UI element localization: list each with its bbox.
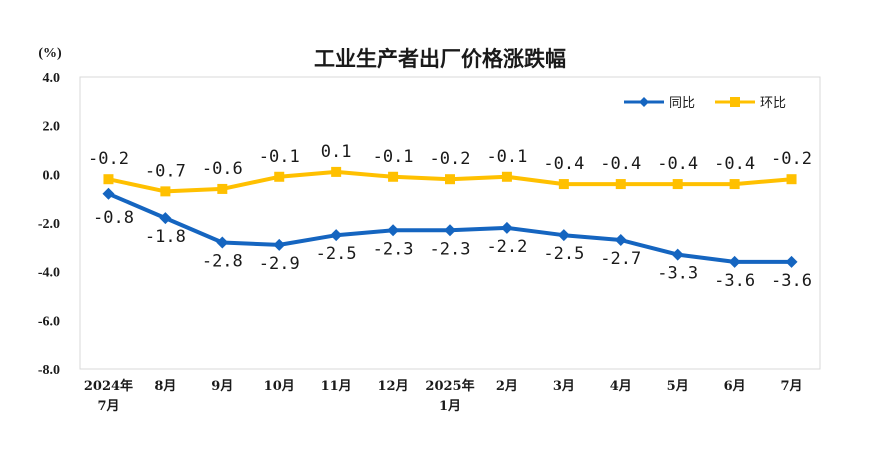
data-point-yoy [785,255,798,268]
data-label-yoy: -2.8 [202,251,243,271]
x-tick-label: 7月 [781,379,803,394]
data-point-yoy [216,236,229,249]
data-label-mom: -0.1 [259,147,300,167]
y-tick-label: 4.0 [43,71,61,86]
data-label-yoy: -2.3 [430,239,471,259]
x-tick-label: 8月 [154,379,176,394]
data-point-yoy [330,229,343,242]
data-point-yoy [671,248,684,261]
legend-label-yoy: 同比 [669,96,695,111]
x-tick-label: 2024年 [84,378,133,394]
y-tick-label: 0.0 [43,168,61,183]
x-tick-label: 2025年 [425,378,474,394]
data-label-mom: -0.6 [202,159,243,179]
data-label-yoy: -2.5 [543,244,584,264]
data-label-yoy: -1.8 [145,227,186,247]
data-label-mom: -0.7 [145,161,186,181]
data-point-yoy [387,224,400,237]
x-tick-label: 5月 [667,379,689,394]
plot-area-border [79,76,821,370]
data-label-mom: -0.4 [543,154,584,174]
data-point-mom [558,179,569,190]
y-axis-unit: (%) [38,46,62,61]
data-label-mom: -0.4 [714,154,755,174]
data-label-mom: -0.4 [657,154,698,174]
data-label-yoy: -2.9 [259,254,300,274]
data-label-mom: -0.2 [430,149,471,169]
x-tick-label: 4月 [610,379,632,394]
legend: 同比 环比 [624,96,786,111]
data-point-yoy [728,255,741,268]
data-point-mom [160,186,171,197]
data-label-yoy: -3.6 [771,271,812,291]
data-point-yoy [159,212,172,225]
data-label-yoy: -3.6 [714,271,755,291]
y-tick-label: -2.0 [38,217,60,232]
data-label-yoy: -0.8 [93,208,134,228]
data-label-mom: -0.2 [88,149,129,169]
data-label-yoy: -3.3 [657,264,698,284]
data-point-mom [445,174,455,185]
data-label-mom: 0.1 [321,142,352,162]
data-label-yoy: -2.2 [486,237,527,257]
x-tick-label: 12月 [378,379,409,394]
data-label-mom: -0.4 [600,154,641,174]
data-label-yoy: -2.5 [316,244,357,264]
data-point-yoy [273,238,286,251]
y-tick-label: -8.0 [38,363,60,378]
data-point-mom [217,183,228,194]
data-point-mom [786,174,797,185]
x-tick-label: 6月 [724,379,746,394]
x-tick-label: 10月 [264,379,295,394]
data-point-yoy [614,234,627,247]
y-axis: 4.0 2.0 0.0 -2.0 -4.0 -6.0 -8.0 [38,71,60,378]
data-label-mom: -0.2 [771,149,812,169]
data-point-mom [331,166,342,177]
data-point-mom [103,174,114,185]
x-axis: 2024年 7月 8月 9月 10月 11月 12月 2025年 1月 2月 3月 4月 5月 6月 7月 [84,378,803,414]
data-point-mom [501,171,512,182]
legend-label-mom: 环比 [760,96,786,111]
data-point-mom [729,179,740,190]
chart-title: 工业生产者出厂价格涨跌幅 [314,46,566,71]
y-tick-label: -4.0 [38,266,60,281]
data-label-mom: -0.1 [373,147,414,167]
data-labels: -0.8 -1.8 -2.8 -2.9 -2.5 -2.3 -2.3 -2.2 -2.5 -2.7… [88,142,812,291]
legend-marker-mom [730,97,740,107]
series-layer [102,166,798,268]
x-tick-label: 2月 [496,379,518,394]
y-tick-label: 2.0 [43,120,61,135]
data-point-mom [672,179,683,190]
x-tick-label: 3月 [553,379,575,394]
data-point-yoy [500,221,513,234]
y-tick-label: -6.0 [38,314,60,329]
legend-marker-yoy [639,97,649,107]
x-tick-label: 1月 [439,399,461,414]
data-label-yoy: -2.3 [373,239,414,259]
x-tick-label: 9月 [211,379,233,394]
data-point-yoy [557,229,570,242]
data-point-yoy [444,224,456,237]
data-point-mom [274,171,285,182]
data-point-mom [615,179,626,190]
data-point-mom [388,171,399,182]
x-tick-label: 7月 [97,399,119,414]
data-label-mom: -0.1 [486,147,527,167]
x-tick-label: 11月 [321,379,352,394]
data-point-yoy [102,187,115,200]
data-label-yoy: -2.7 [600,249,641,269]
